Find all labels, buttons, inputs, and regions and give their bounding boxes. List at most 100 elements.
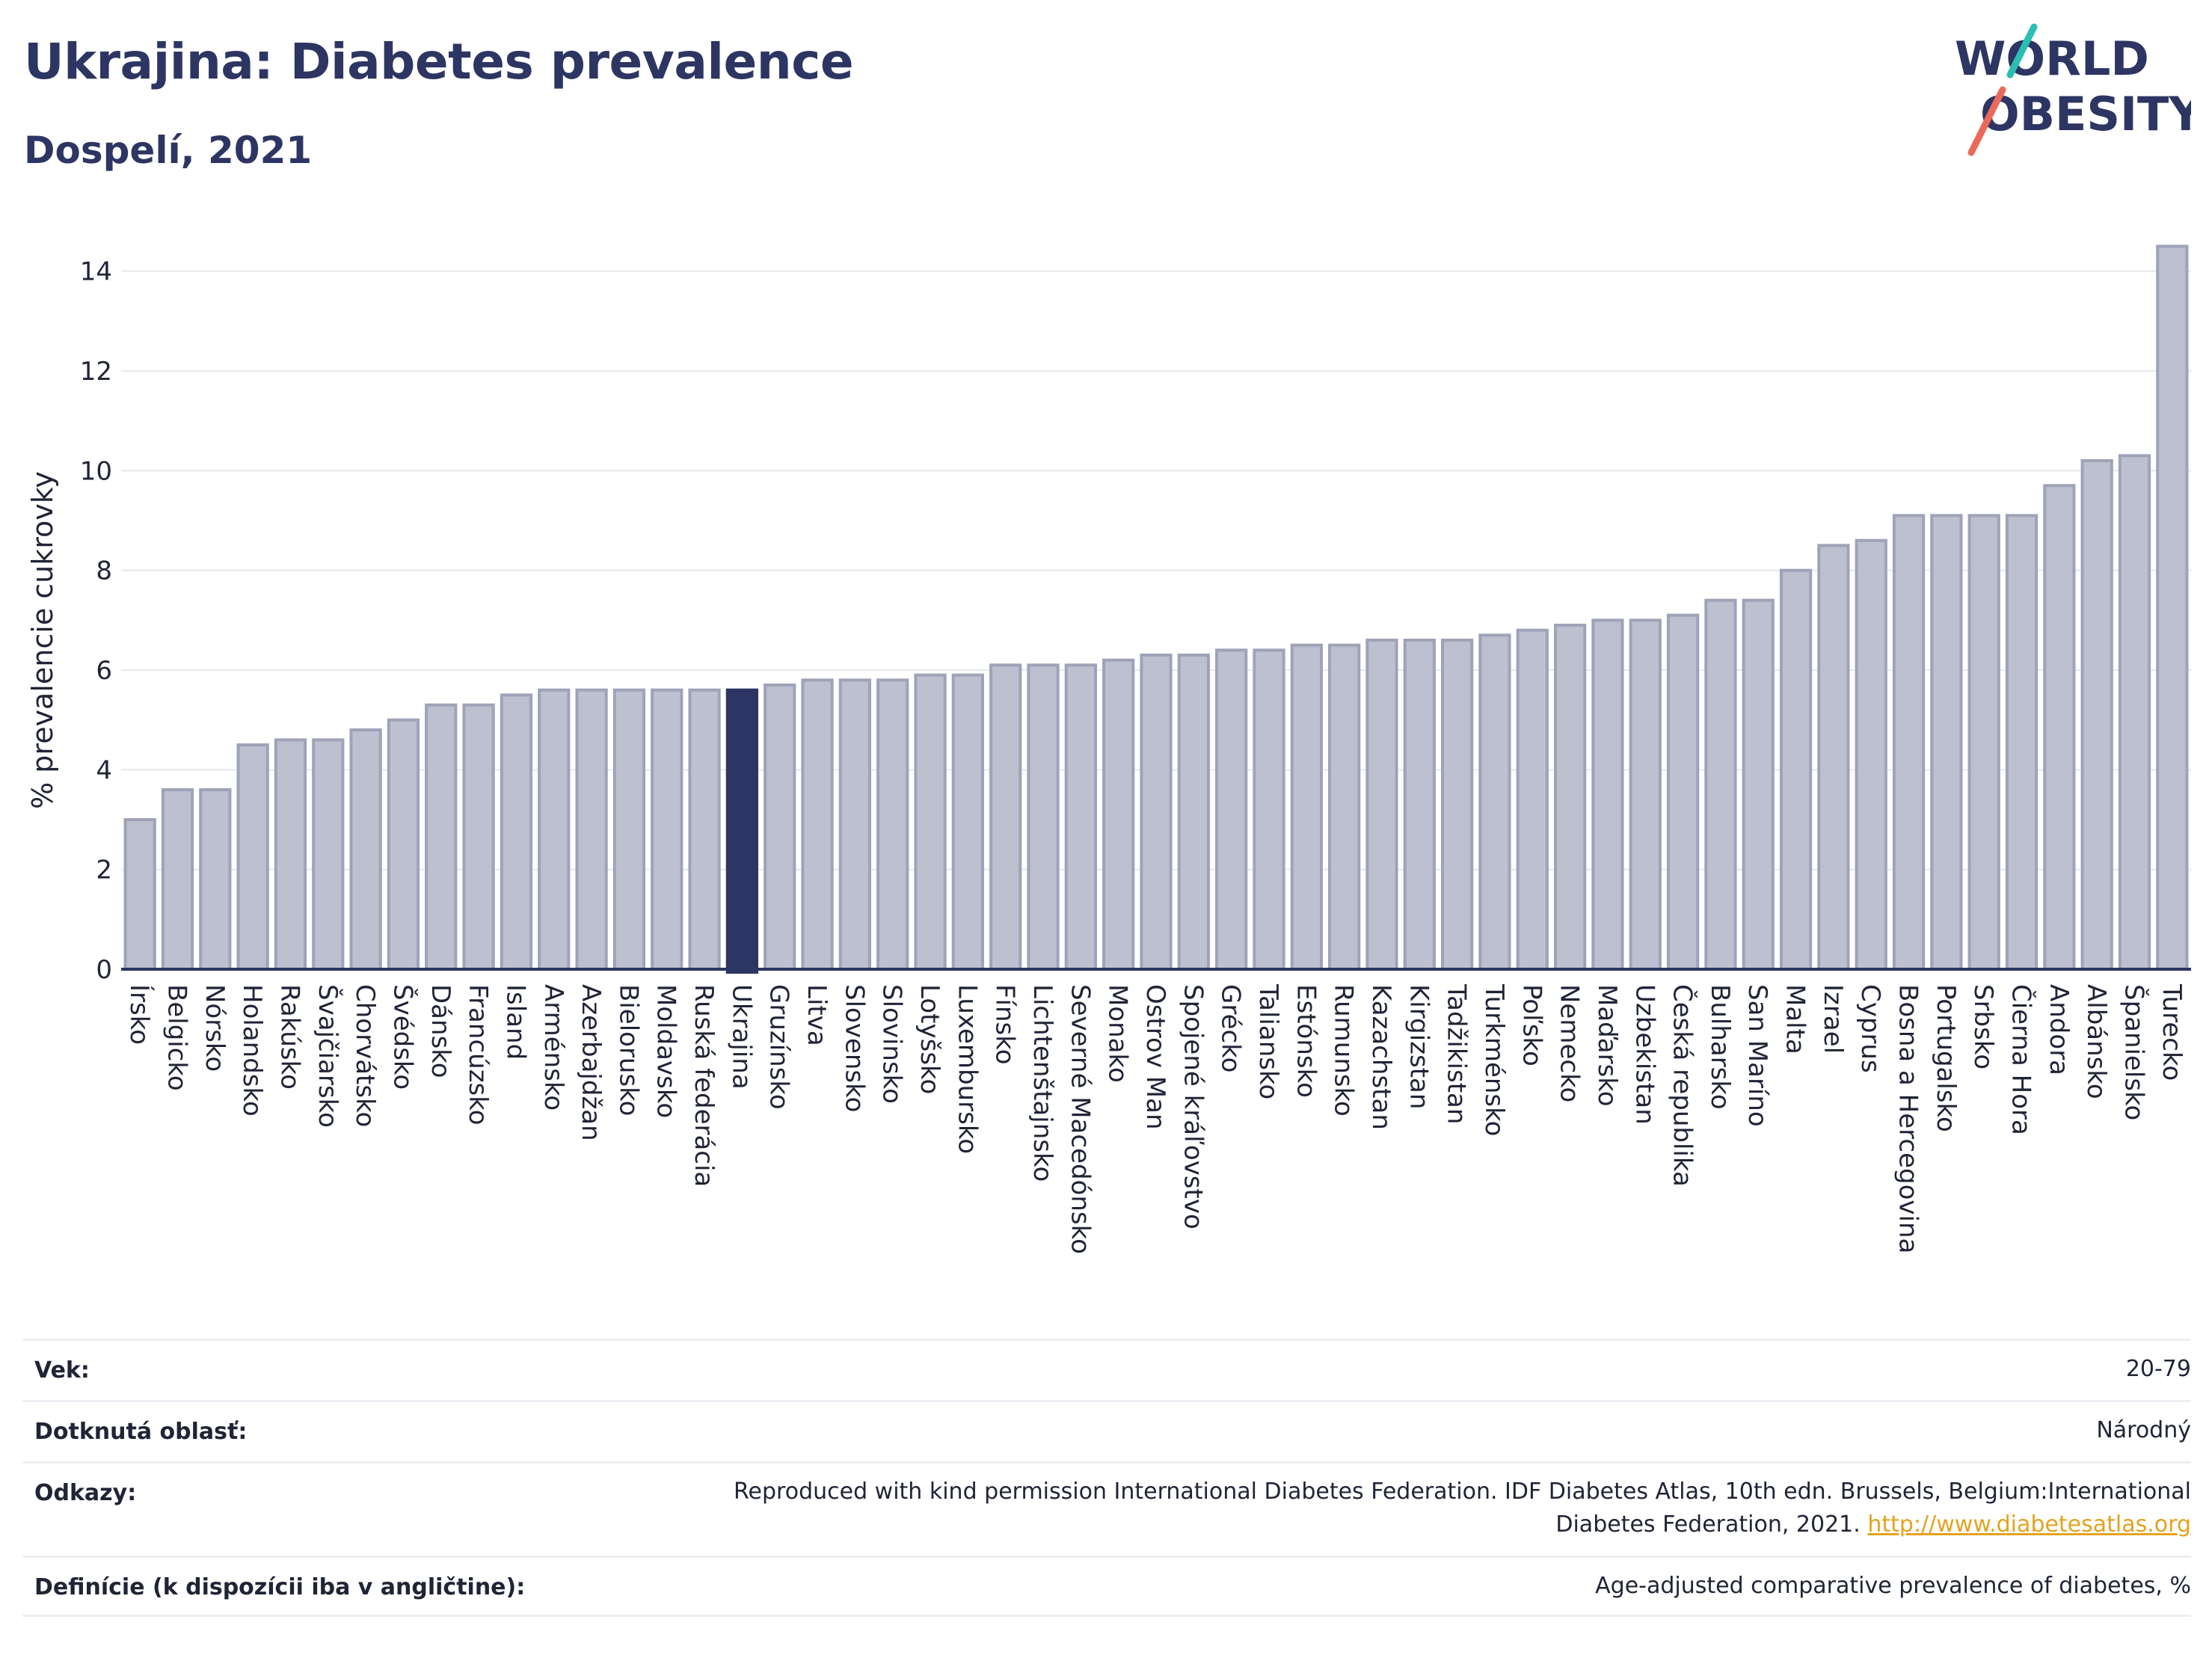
references-line2: Diabetes Federation, 2021.: [1555, 1511, 1861, 1538]
bar: [236, 743, 269, 971]
bar: [1892, 514, 1926, 971]
x-tick-label: Chorvátsko: [350, 984, 380, 1127]
x-tick-label: Holandsko: [237, 984, 267, 1117]
x-tick-label: Tadžikistan: [1442, 983, 1472, 1124]
x-tick-label: Izrael: [1818, 984, 1848, 1054]
x-tick-label: Poľsko: [1517, 984, 1546, 1066]
x-tick-label: Cyprus: [1855, 984, 1885, 1073]
meta-label-references: Odkazy:: [34, 1480, 137, 1506]
x-tick-label: Dánsko: [425, 984, 455, 1078]
y-tick-label: 2: [96, 856, 112, 885]
page-subtitle: Dospelí, 2021: [24, 129, 313, 172]
logo-line1: WORLD: [1955, 31, 2149, 86]
y-tick-label: 12: [80, 357, 112, 387]
bar: [1328, 643, 1361, 971]
bar: [1779, 568, 1813, 971]
x-tick-label: Spojené kráľovstvo: [1178, 984, 1208, 1229]
x-tick-label: Bosna a Hercegovina: [1893, 984, 1923, 1253]
bar: [2080, 459, 2113, 971]
world-obesity-logo: WORLD OBESITY: [1955, 23, 2191, 156]
bar: [1177, 654, 1210, 971]
bar: [989, 663, 1022, 971]
bar: [1666, 613, 1700, 971]
bar: [349, 728, 382, 971]
x-tick-label: Čierna Hora: [2006, 984, 2037, 1135]
bar: [1629, 618, 1662, 971]
meta-value-definitions: Age-adjusted comparative prevalence of d…: [1595, 1573, 2191, 1599]
x-tick-label: Grécko: [1216, 984, 1246, 1072]
x-tick-label: Island: [500, 984, 530, 1060]
meta-row-definitions: Definície (k dispozícii iba v angličtine…: [22, 1556, 2191, 1617]
bar: [500, 693, 533, 971]
meta-label-age: Vek:: [34, 1357, 90, 1384]
meta-row-age: Vek: 20-79: [22, 1339, 2191, 1400]
x-tick-label: Švajčiarsko: [313, 984, 343, 1128]
references-line1: Reproduced with kind permission Internat…: [734, 1479, 2191, 1505]
bar: [1742, 598, 1775, 971]
bar: [2156, 245, 2189, 971]
x-tick-label: Írsko: [124, 984, 155, 1045]
bar-highlight: [725, 688, 759, 974]
x-tick-label: Rakúsko: [274, 984, 304, 1090]
x-tick-label: Bielorusko: [613, 984, 643, 1116]
x-tick-label: Luxembursko: [952, 984, 982, 1154]
logo-line2: OBESITY: [1980, 87, 2191, 141]
meta-value-age: 20-79: [2125, 1356, 2191, 1382]
meta-label-area: Dotknutá oblasť:: [34, 1419, 248, 1445]
x-tick-label: Maďarsko: [1592, 984, 1622, 1107]
bar: [914, 673, 947, 971]
bar: [1516, 628, 1549, 971]
y-tick-label: 8: [96, 556, 112, 586]
bar: [612, 688, 646, 971]
x-tick-label: Rumunsko: [1329, 984, 1359, 1117]
x-tick-label: Albánsko: [2081, 984, 2111, 1099]
bar: [161, 788, 194, 971]
bar: [1253, 648, 1285, 971]
bar: [1967, 514, 2000, 971]
bar: [1704, 598, 1737, 971]
bar: [951, 673, 984, 971]
y-axis-label: % prevalencie cukrovky: [26, 471, 59, 809]
x-tick-label: Ostrov Man: [1140, 984, 1170, 1130]
page-title: Ukrajina: Diabetes prevalence: [24, 33, 854, 90]
bar: [1140, 654, 1173, 971]
bar: [1553, 624, 1587, 971]
x-tick-label: Kazachstan: [1366, 984, 1396, 1130]
x-tick-label: Azerbajdžan: [576, 984, 606, 1141]
x-tick-label: Malta: [1781, 984, 1810, 1054]
meta-row-references: Odkazy: Reproduced with kind permission …: [22, 1461, 2191, 1556]
x-tick-label: Turecko: [2157, 983, 2187, 1081]
x-tick-label: Bulharsko: [1705, 984, 1735, 1110]
bar: [876, 678, 909, 971]
bar: [764, 684, 796, 971]
bar: [838, 678, 872, 971]
x-tick-label: Turkménsko: [1479, 983, 1509, 1136]
x-tick-label: Srbsko: [1968, 984, 1998, 1069]
x-tick-label: Moldavsko: [651, 984, 681, 1118]
x-tick-label: Kirgizstan: [1404, 984, 1434, 1109]
x-tick-label: Andora: [2044, 984, 2074, 1075]
bar: [538, 688, 571, 971]
bar: [425, 703, 458, 971]
bar: [1290, 643, 1323, 971]
bar: [1440, 639, 1474, 971]
y-tick-label: 4: [96, 755, 112, 785]
bar: [274, 738, 307, 971]
meta-label-definitions: Definície (k dispozícii iba v angličtine…: [34, 1574, 526, 1600]
y-tick-label: 14: [80, 257, 112, 287]
x-tick-label: Severné Macedónsko: [1065, 984, 1095, 1254]
y-tick-label: 10: [80, 456, 112, 486]
bar: [199, 788, 232, 971]
bar: [312, 738, 345, 971]
bar: [801, 678, 834, 971]
x-tick-label: Gruzínsko: [764, 984, 794, 1110]
bar: [1027, 663, 1060, 971]
meta-value-references: Reproduced with kind permission Internat…: [734, 1476, 2191, 1541]
bar: [462, 703, 495, 971]
bar: [1102, 658, 1135, 971]
bar: [1064, 663, 1097, 971]
references-link[interactable]: http://www.diabetesatlas.org: [1867, 1511, 2191, 1538]
bar: [387, 718, 420, 971]
x-tick-label: Nemecko: [1555, 984, 1585, 1102]
bar: [2005, 514, 2039, 971]
